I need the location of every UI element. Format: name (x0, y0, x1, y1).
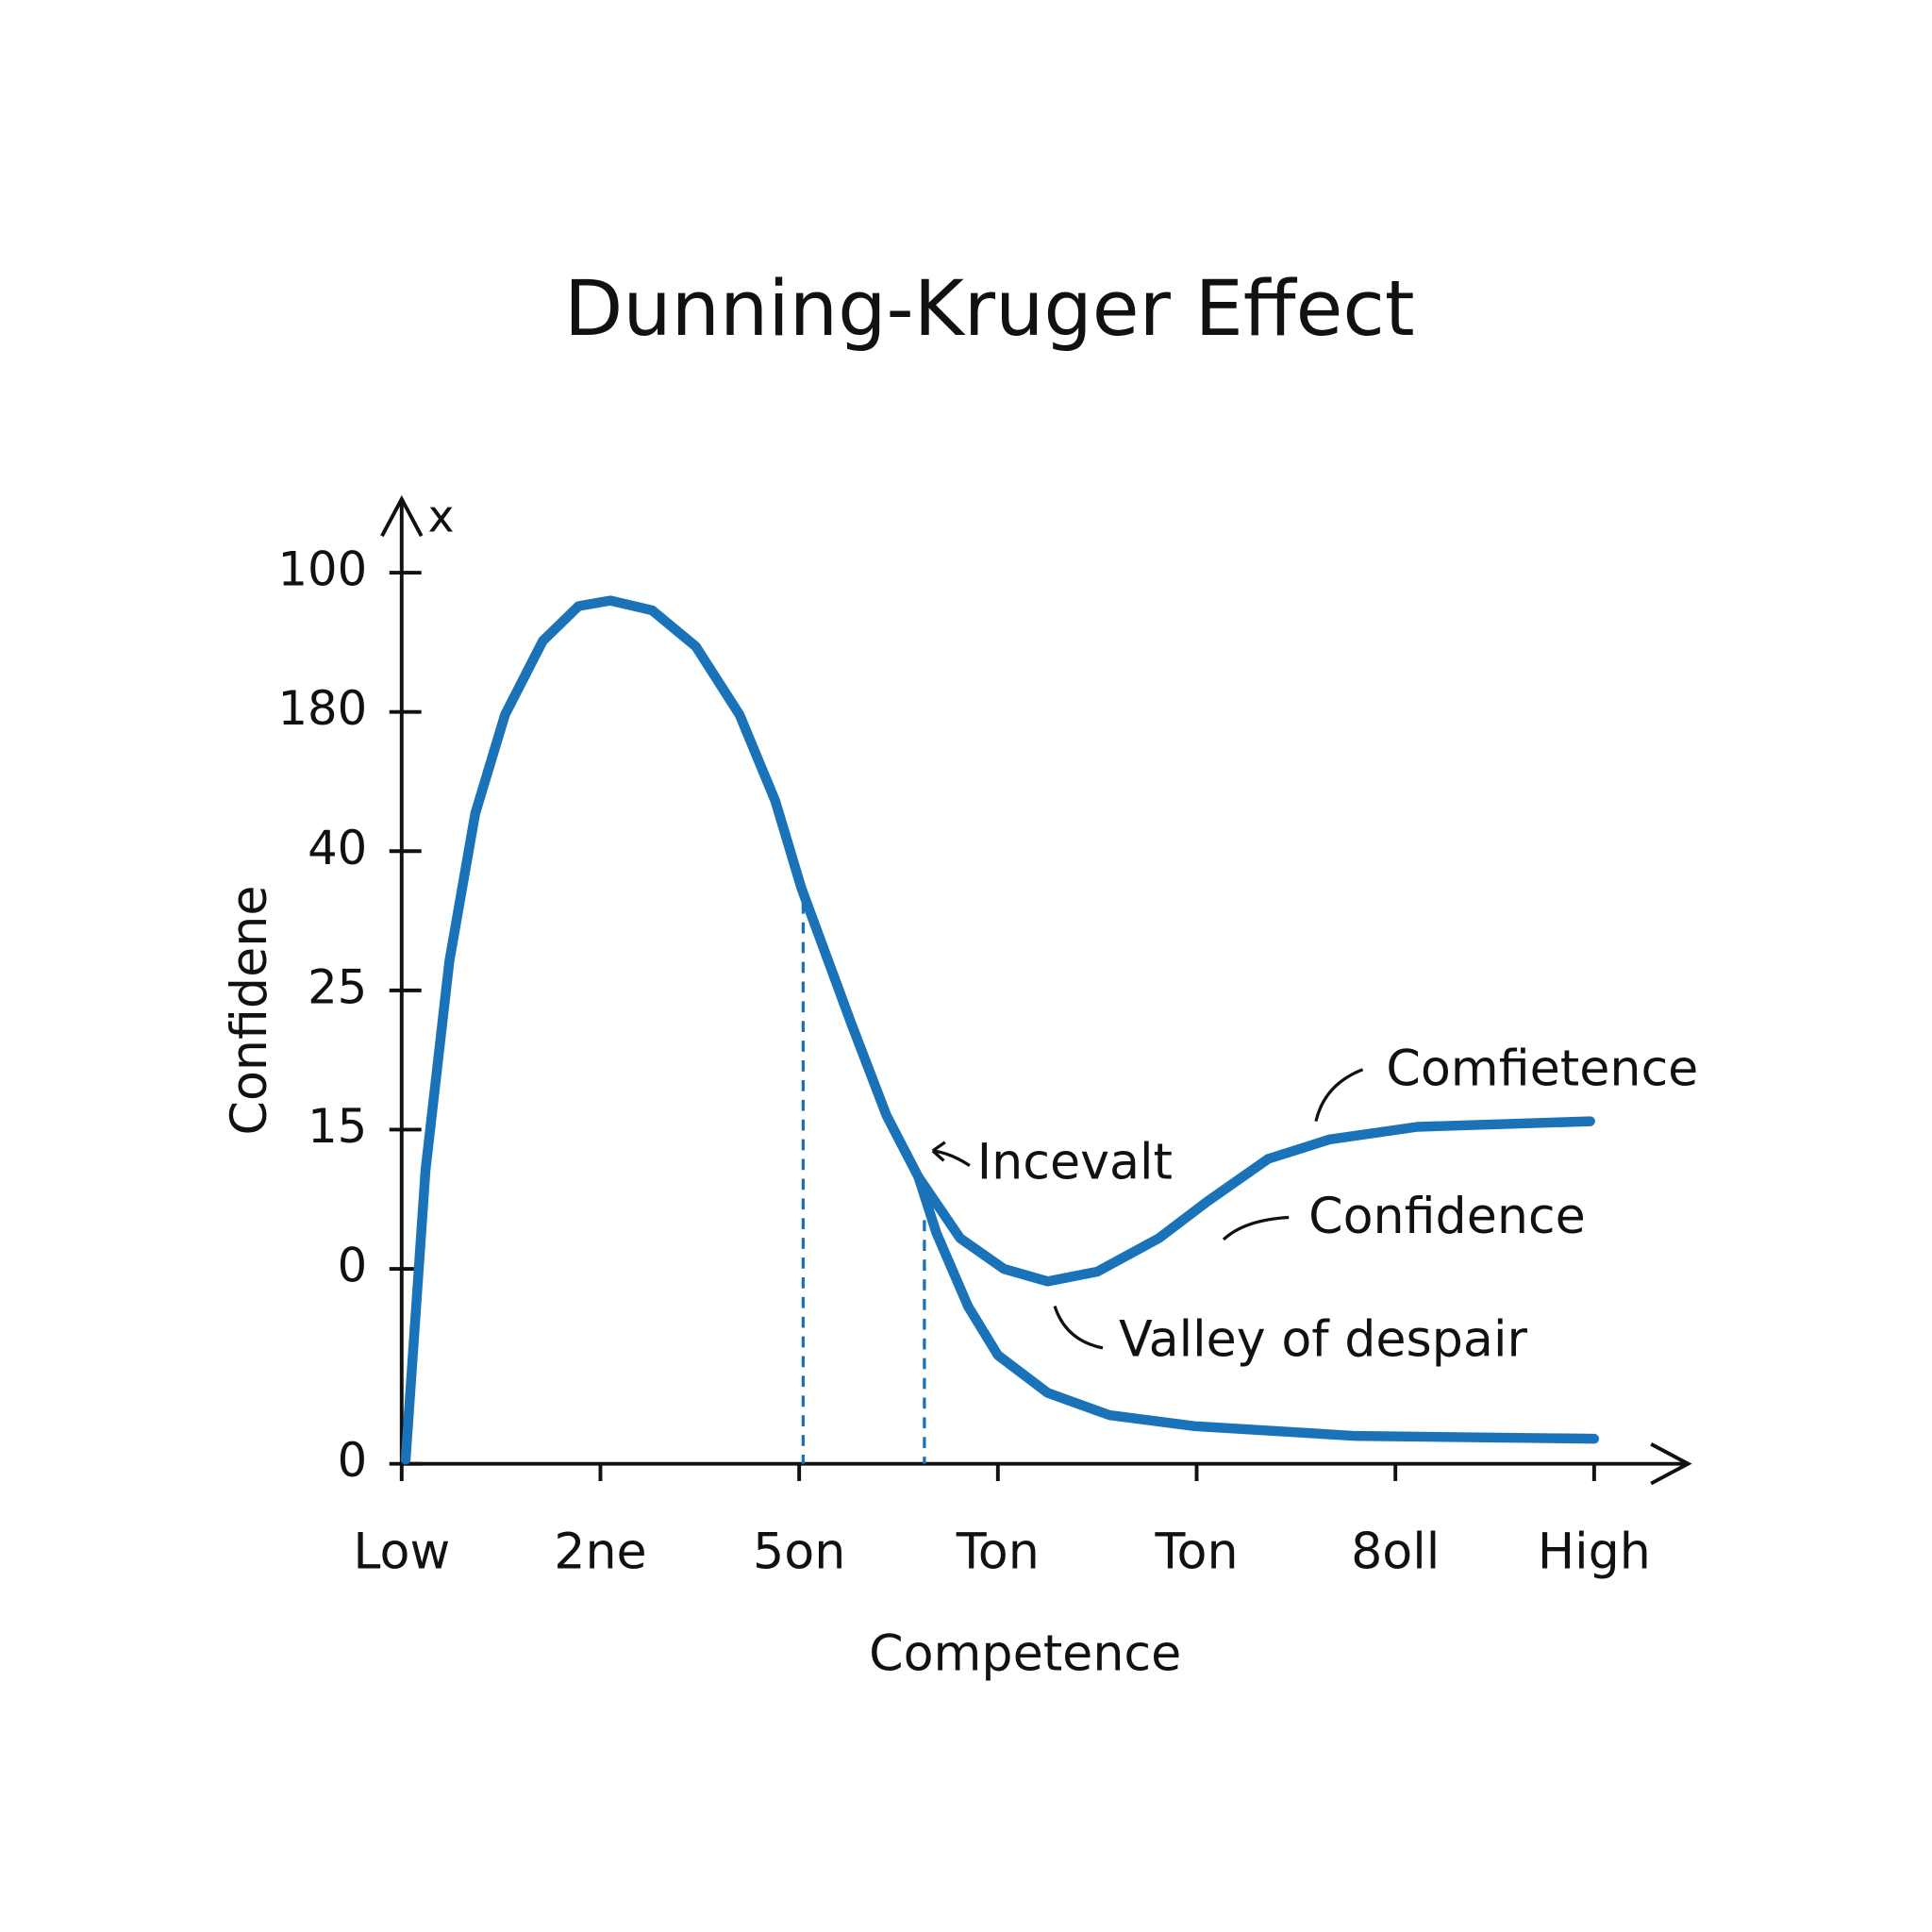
y-tick-label: 0 (338, 1433, 368, 1488)
x-tick-label: Ton (1154, 1524, 1238, 1580)
y-tick-label: 180 (277, 681, 367, 736)
y-tick-label: 100 (277, 542, 367, 597)
x-tick-label: High (1538, 1524, 1651, 1580)
x-tick-label: Low (353, 1524, 450, 1580)
annotation-hook (1222, 1215, 1290, 1241)
axes (380, 494, 1692, 1486)
annotation: Valley of despair (1119, 1312, 1527, 1369)
annotation-hooks (931, 1068, 1364, 1350)
x-tick-label: 5on (753, 1524, 845, 1580)
y-tick-label: 15 (308, 1099, 367, 1154)
line-series (400, 595, 1595, 1465)
x-axis-label: Competence (869, 1626, 1181, 1683)
x-tick-label: 2ne (554, 1524, 646, 1580)
y-tick-label: 25 (308, 959, 367, 1014)
line-series (913, 1172, 1600, 1444)
y-tick-label: 0 (338, 1239, 368, 1293)
annotation: Comfietence (1386, 1041, 1698, 1097)
y-axis-arrow (380, 494, 424, 538)
annotation-hook (1314, 1068, 1364, 1122)
annotation: Confidence (1308, 1189, 1586, 1245)
x-tick-label: Ton (956, 1524, 1040, 1580)
x-axis-arrow (1650, 1442, 1692, 1486)
y-tick-label: 40 (308, 821, 367, 875)
y-axis-label: Confidene (222, 886, 278, 1136)
annotation: Incevalt (977, 1135, 1173, 1191)
y-axis-marker: x (428, 491, 455, 543)
annotation-hook (1053, 1305, 1104, 1350)
x-tick-label: 8oll (1351, 1524, 1440, 1580)
annotation-arrow (931, 1141, 971, 1167)
chart-title: Dunning-Kruger Effect (564, 265, 1415, 354)
